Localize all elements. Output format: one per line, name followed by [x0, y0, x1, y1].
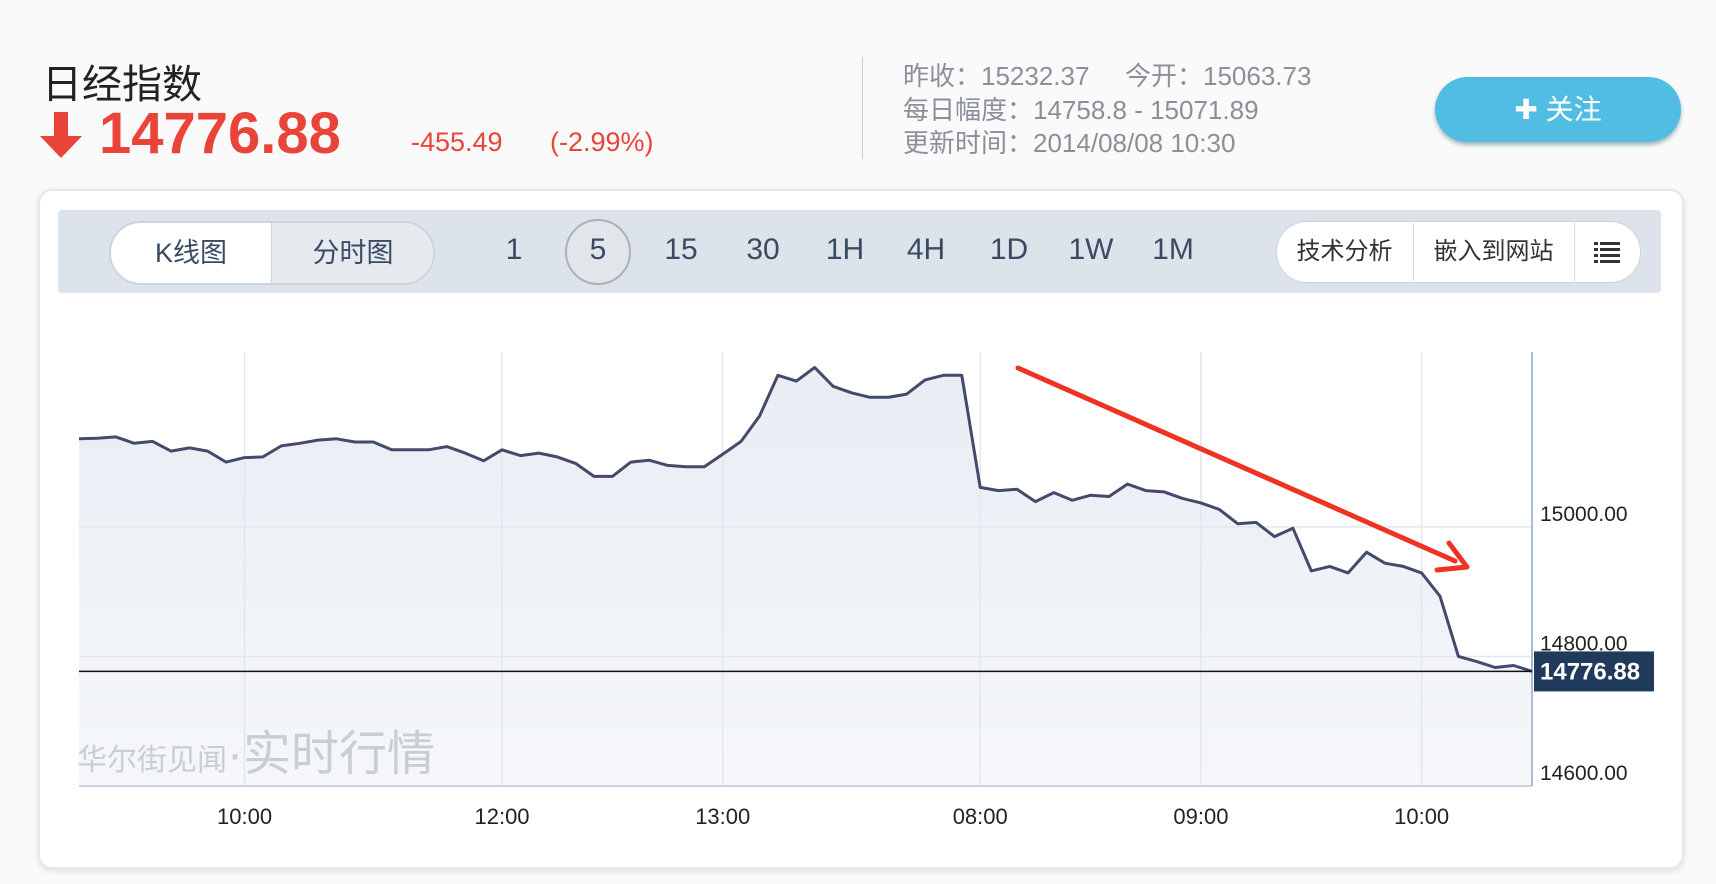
x-tick-label: 08:00 — [953, 804, 1008, 829]
mode-toggle: K线图 分时图 — [109, 221, 435, 285]
follow-label: 关注 — [1545, 94, 1602, 125]
updated-time: 更新时间：2014/08/08 10:30 — [903, 128, 1236, 158]
tool-group — [1276, 221, 1641, 283]
menu-icon[interactable] — [1594, 241, 1620, 263]
x-tick-label: 09:00 — [1173, 804, 1228, 829]
day-range: 每日幅度：14758.8 - 15071.89 — [903, 95, 1259, 125]
area — [79, 367, 1532, 786]
y-tick-label: 15000.00 — [1540, 503, 1628, 526]
plus-icon: ✚ — [1514, 94, 1546, 125]
x-tick-label: 10:00 — [1394, 804, 1449, 829]
watermark: 华尔街见闻·实时行情 — [77, 728, 435, 781]
x-tick-label: 12:00 — [474, 804, 529, 829]
current-price-label: 14776.88 — [1540, 658, 1640, 685]
annotation-arrowhead — [1434, 540, 1470, 573]
change: -455.49 — [411, 127, 503, 157]
mode-button[interactable]: K线图 — [154, 238, 227, 268]
watermark-tag: ·实时行情 — [227, 728, 435, 781]
y-tick-label: 14800.00 — [1540, 632, 1628, 655]
period[interactable]: 1D — [989, 233, 1029, 266]
open: 今开：15063.73 — [1125, 61, 1312, 91]
period[interactable]: 1W — [1068, 233, 1114, 266]
prev-close: 昨收：15232.37 — [903, 61, 1090, 91]
y-tick-label: 14600.00 — [1540, 762, 1628, 785]
period-selected[interactable]: 5 — [589, 233, 607, 266]
change-percent: (-2.99%) — [550, 127, 654, 157]
line — [78, 366, 1533, 673]
x-tick-label: 13:00 — [695, 804, 750, 829]
period[interactable]: 1M — [1152, 233, 1194, 266]
period[interactable]: 1 — [505, 233, 523, 266]
period-selected-ring — [565, 219, 631, 285]
follow-button[interactable]: ✚ 关注 — [1435, 77, 1681, 142]
divider — [862, 57, 863, 159]
index-title: 日经指数 — [42, 63, 202, 107]
x-tick-label: 10:00 — [217, 804, 272, 829]
mode-button-selected[interactable]: 分时图 — [271, 223, 433, 283]
period[interactable]: 1H — [825, 233, 865, 266]
period[interactable]: 30 — [746, 233, 780, 266]
down-arrow-icon — [40, 112, 82, 158]
watermark-brand: 华尔街见闻 — [77, 744, 227, 777]
current-price-box — [1534, 651, 1654, 692]
annotation-arrow — [1015, 365, 1458, 564]
tool-button[interactable]: 嵌入到网站 — [1413, 223, 1575, 281]
price: 14776.88 — [99, 101, 341, 166]
period[interactable]: 15 — [664, 233, 698, 266]
period[interactable]: 4H — [906, 233, 946, 266]
tool-button[interactable]: 技术分析 — [1276, 223, 1414, 281]
